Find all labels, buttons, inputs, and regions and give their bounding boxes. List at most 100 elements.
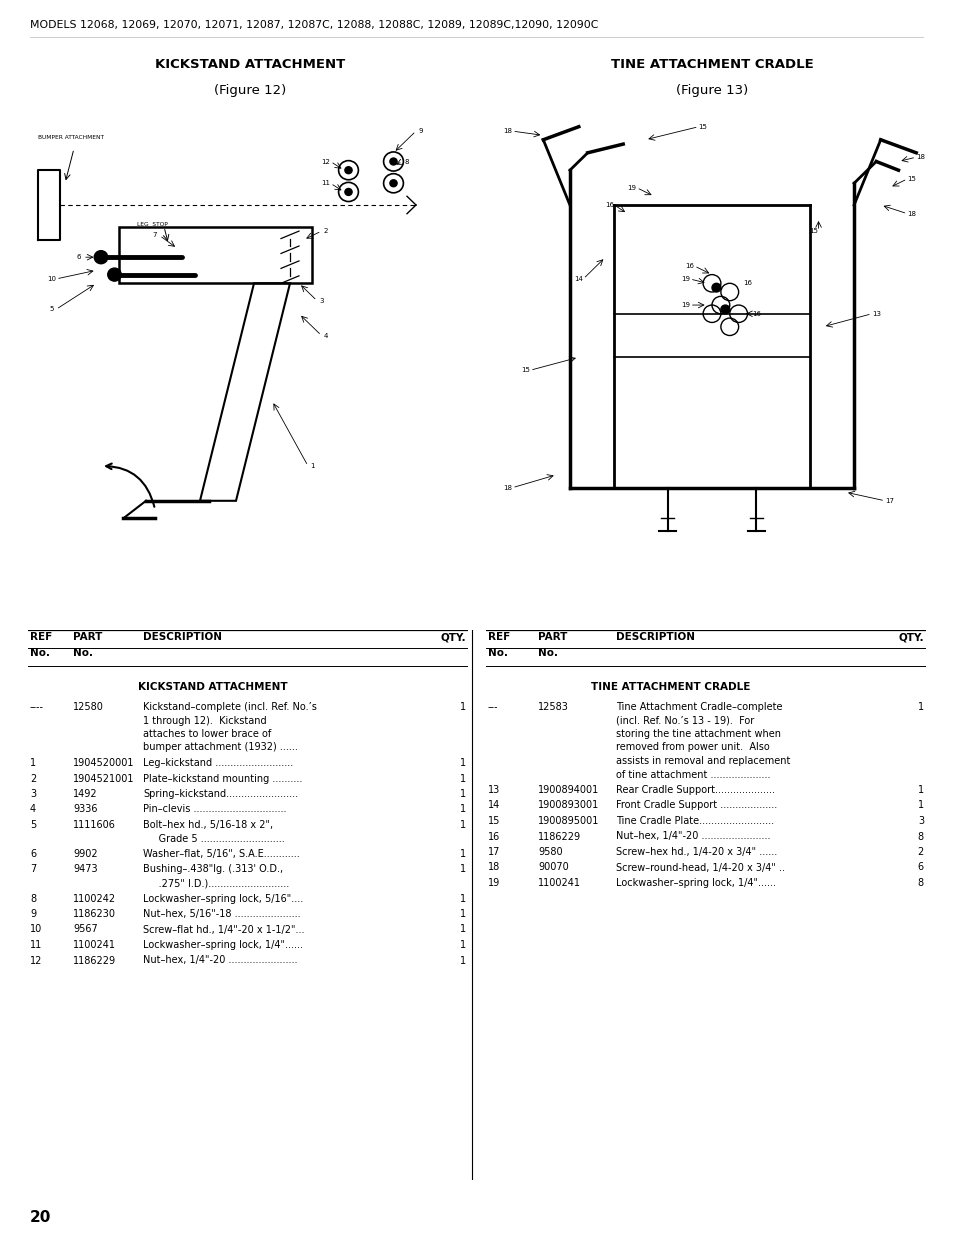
Text: Leg–kickstand ..........................: Leg–kickstand .......................... (143, 758, 293, 768)
Text: Screw–round-head, 1/4-20 x 3/4" ..: Screw–round-head, 1/4-20 x 3/4" .. (616, 862, 784, 872)
Text: MODELS 12068, 12069, 12070, 12071, 12087, 12087C, 12088, 12088C, 12089, 12089C,1: MODELS 12068, 12069, 12070, 12071, 12087… (30, 20, 598, 30)
Text: 1: 1 (459, 925, 465, 934)
Text: 5: 5 (50, 307, 53, 313)
Text: 8: 8 (917, 831, 923, 841)
Text: removed from power unit.  Also: removed from power unit. Also (616, 743, 769, 753)
Text: 16: 16 (488, 831, 499, 841)
Text: 8: 8 (917, 878, 923, 888)
Text: LEG  STOP: LEG STOP (137, 222, 168, 228)
Text: 20: 20 (30, 1210, 51, 1225)
Text: 7: 7 (30, 865, 36, 875)
Text: 9567: 9567 (73, 925, 97, 934)
Text: 15: 15 (488, 816, 500, 826)
Text: 1: 1 (459, 939, 465, 949)
Circle shape (94, 250, 108, 264)
Text: 3: 3 (30, 789, 36, 799)
Text: KICKSTAND ATTACHMENT: KICKSTAND ATTACHMENT (154, 57, 345, 71)
Text: 18: 18 (503, 485, 512, 491)
Text: 12: 12 (321, 158, 330, 164)
Circle shape (390, 179, 396, 187)
Text: 14: 14 (574, 275, 582, 282)
Text: 19: 19 (680, 275, 689, 282)
Text: No.: No. (73, 648, 92, 658)
Text: 1: 1 (459, 758, 465, 768)
Text: Front Cradle Support ...................: Front Cradle Support ................... (616, 800, 777, 810)
Text: BUMPER ATTACHMENT: BUMPER ATTACHMENT (38, 136, 104, 141)
Text: (incl. Ref. No.’s 13 - 19).  For: (incl. Ref. No.’s 13 - 19). For (616, 715, 754, 725)
Text: Pin–clevis ...............................: Pin–clevis .............................… (143, 805, 286, 815)
Text: 1111606: 1111606 (73, 820, 115, 830)
Text: 6: 6 (917, 862, 923, 872)
Text: .275" I.D.)...........................: .275" I.D.)........................... (143, 878, 289, 888)
Text: attaches to lower brace of: attaches to lower brace of (143, 729, 271, 739)
Text: 18: 18 (488, 862, 499, 872)
Text: 1186229: 1186229 (73, 956, 116, 966)
Text: 11: 11 (30, 939, 42, 949)
Text: REF: REF (488, 632, 510, 642)
Text: 1: 1 (459, 805, 465, 815)
Text: QTY.: QTY. (898, 632, 923, 642)
Text: 19: 19 (488, 878, 499, 888)
Text: Plate–kickstand mounting ..........: Plate–kickstand mounting .......... (143, 774, 302, 784)
Text: 1: 1 (917, 800, 923, 810)
Circle shape (345, 167, 352, 173)
Text: No.: No. (30, 648, 50, 658)
Text: 19: 19 (627, 184, 636, 191)
Text: TINE ATTACHMENT CRADLE: TINE ATTACHMENT CRADLE (591, 682, 750, 692)
Text: 1904521001: 1904521001 (73, 774, 134, 784)
Text: PART: PART (537, 632, 567, 642)
Text: 1: 1 (459, 820, 465, 830)
Text: 9580: 9580 (537, 847, 562, 857)
Text: Screw–hex hd., 1/4-20 x 3/4" ......: Screw–hex hd., 1/4-20 x 3/4" ...... (616, 847, 777, 857)
Text: KICKSTAND ATTACHMENT: KICKSTAND ATTACHMENT (138, 682, 287, 692)
Text: Lockwasher–spring lock, 1/4"......: Lockwasher–spring lock, 1/4"...... (616, 878, 775, 888)
Text: 10: 10 (30, 925, 42, 934)
Text: 1: 1 (310, 464, 314, 468)
Text: (Figure 13): (Figure 13) (675, 83, 747, 97)
Text: 5: 5 (30, 820, 36, 830)
Text: 2: 2 (30, 774, 36, 784)
Text: 15: 15 (906, 176, 915, 182)
Text: Rear Cradle Support....................: Rear Cradle Support.................... (616, 785, 774, 795)
Text: assists in removal and replacement: assists in removal and replacement (616, 756, 789, 766)
Text: 12580: 12580 (73, 701, 104, 711)
Text: 4: 4 (323, 333, 328, 339)
Text: 1: 1 (459, 956, 465, 966)
Text: 10: 10 (47, 275, 56, 282)
Text: Nut–hex, 1/4"‑20 .......................: Nut–hex, 1/4"‑20 ....................... (143, 956, 297, 966)
Text: 1904520001: 1904520001 (73, 758, 134, 768)
Circle shape (345, 188, 352, 196)
Text: 1100241: 1100241 (537, 878, 580, 888)
Text: 1: 1 (30, 758, 36, 768)
Text: Washer–flat, 5/16", S.A.E............: Washer–flat, 5/16", S.A.E............ (143, 849, 299, 858)
Text: 16: 16 (605, 202, 614, 208)
Text: Grade 5 ............................: Grade 5 ............................ (143, 834, 284, 844)
Text: 9473: 9473 (73, 865, 97, 875)
Text: 1186230: 1186230 (73, 910, 116, 920)
Text: 13: 13 (871, 310, 880, 316)
Circle shape (711, 283, 720, 292)
Circle shape (390, 158, 396, 164)
Text: 1100241: 1100241 (73, 939, 116, 949)
Text: DESCRIPTION: DESCRIPTION (616, 632, 695, 642)
Text: 15: 15 (809, 228, 818, 234)
Text: 15: 15 (698, 123, 707, 130)
Text: Bolt–hex hd., 5/16-18 x 2",: Bolt–hex hd., 5/16-18 x 2", (143, 820, 273, 830)
Text: 6: 6 (30, 849, 36, 858)
Text: 1: 1 (459, 789, 465, 799)
Text: TINE ATTACHMENT CRADLE: TINE ATTACHMENT CRADLE (610, 57, 813, 71)
Text: 4: 4 (30, 805, 36, 815)
Text: 15: 15 (520, 368, 530, 374)
Text: 1: 1 (917, 785, 923, 795)
Text: 7: 7 (152, 233, 157, 238)
Text: 2: 2 (323, 228, 328, 234)
Text: QTY.: QTY. (440, 632, 465, 642)
Text: 2: 2 (917, 847, 923, 857)
Text: 8: 8 (404, 158, 409, 164)
Text: 1: 1 (459, 849, 465, 858)
Text: 8: 8 (30, 893, 36, 903)
Text: storing the tine attachment when: storing the tine attachment when (616, 729, 781, 739)
Text: 1900895001: 1900895001 (537, 816, 598, 826)
Text: ---: --- (488, 701, 498, 711)
Text: 16: 16 (751, 310, 760, 316)
